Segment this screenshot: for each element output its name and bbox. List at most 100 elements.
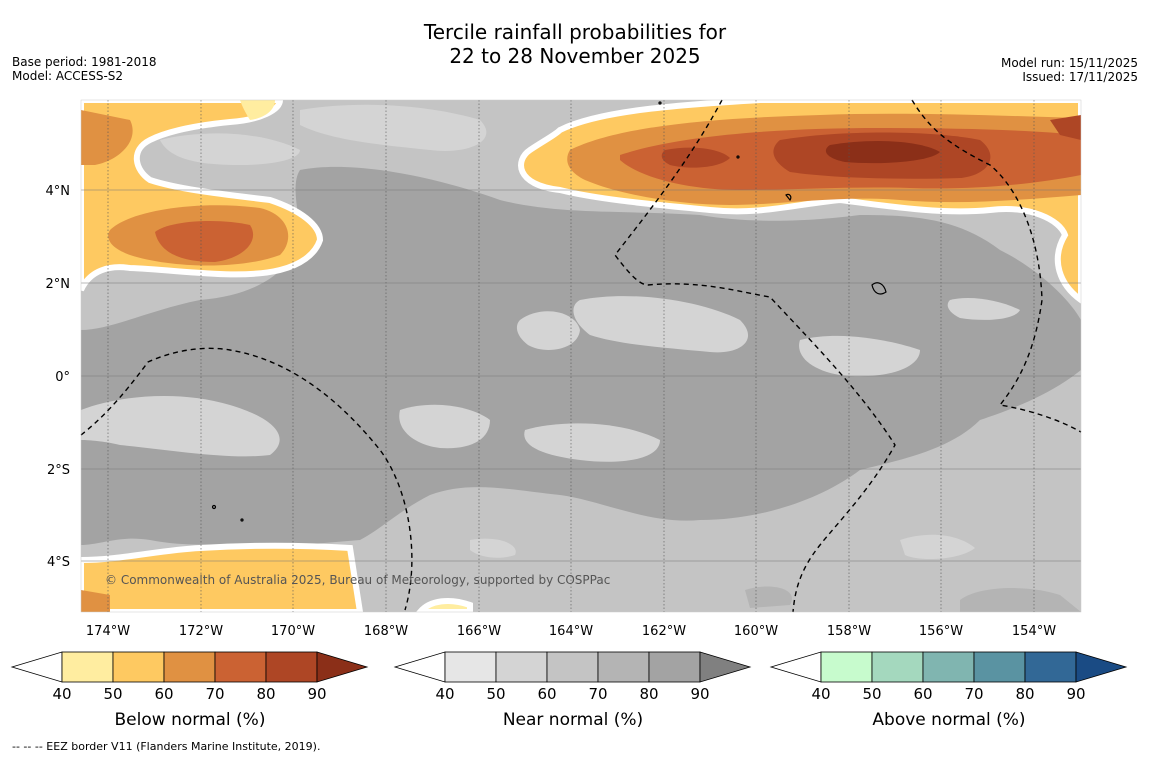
colorbar-segment bbox=[1024, 651, 1077, 683]
lon-label: 168°W bbox=[364, 624, 408, 639]
base-period: Base period: 1981-2018 bbox=[12, 55, 157, 69]
colorbar-segment bbox=[265, 651, 318, 683]
near-normal-50-60-patch-c bbox=[399, 404, 490, 449]
near-normal-50-60-patch-g bbox=[900, 534, 975, 560]
near-normal-50-60-patch-h bbox=[81, 395, 280, 457]
colorbar-tick-label: 40 bbox=[435, 685, 454, 703]
title-line-2: 22 to 28 November 2025 bbox=[449, 44, 701, 68]
colorbar-segment bbox=[546, 651, 599, 683]
longitude-gridlines bbox=[107, 100, 1035, 612]
colorbar-title-near: Near normal (%) bbox=[502, 710, 644, 730]
colorbar-tick-label: 40 bbox=[811, 685, 830, 703]
colorbar-segment bbox=[495, 651, 548, 683]
colorbar-tick-label: 80 bbox=[1015, 685, 1034, 703]
near-normal-bottom-right bbox=[960, 588, 1081, 612]
colorbar-tick-label: 70 bbox=[588, 685, 607, 703]
colorbar-segment bbox=[61, 651, 114, 683]
colorbar-min-triangle bbox=[769, 651, 822, 683]
near-normal-50-60-patch-f bbox=[947, 298, 1020, 320]
colorbar-segment bbox=[214, 651, 267, 683]
colorbar-tick-label: 50 bbox=[486, 685, 505, 703]
eez-footnote: -- -- -- EEZ border V11 (Flanders Marine… bbox=[12, 740, 321, 753]
colorbar-max-triangle bbox=[699, 651, 752, 683]
near-normal-50-60-patch-a bbox=[573, 296, 749, 353]
colorbar-tick-label: 80 bbox=[639, 685, 658, 703]
map-title: Tercile rainfall probabilities for 22 to… bbox=[0, 20, 1150, 68]
lat-label: 2°S bbox=[47, 463, 70, 478]
below-normal-top-left-50 bbox=[240, 100, 275, 120]
lon-label: 158°W bbox=[827, 624, 871, 639]
lon-label: 156°W bbox=[919, 624, 963, 639]
colorbar-tick-label: 90 bbox=[307, 685, 326, 703]
colorbar-min-triangle bbox=[10, 651, 63, 683]
colorbar-min-triangle bbox=[393, 651, 446, 683]
lat-label: 4°S bbox=[47, 555, 70, 570]
below-normal-top-left-80 bbox=[155, 220, 254, 262]
near-normal-50-60-patch-j bbox=[300, 104, 487, 151]
latitude-gridlines bbox=[81, 189, 1081, 562]
colorbar-tick-label: 40 bbox=[52, 685, 71, 703]
model-run: Model run: 15/11/2025 bbox=[1000, 56, 1138, 70]
lon-label: 172°W bbox=[179, 624, 223, 639]
colorbar-tick-label: 60 bbox=[537, 685, 556, 703]
lon-label: 154°W bbox=[1012, 624, 1056, 639]
colorbar-tick-label: 60 bbox=[913, 685, 932, 703]
near-normal-50-60-patch-i bbox=[160, 133, 300, 165]
below-normal-bottom-left-60 bbox=[81, 542, 364, 612]
colorbar-tick-label: 50 bbox=[103, 685, 122, 703]
title-line-1: Tercile rainfall probabilities for bbox=[423, 20, 727, 44]
colorbar-tick-label: 70 bbox=[205, 685, 224, 703]
latitude-labels: 4°N 2°N 0° 2°S 4°S bbox=[46, 184, 71, 570]
islands bbox=[211, 101, 887, 522]
colorbar-segment bbox=[648, 651, 701, 683]
lon-label: 164°W bbox=[549, 624, 593, 639]
below-normal-top-right-edge bbox=[1050, 115, 1081, 140]
below-normal-top-right-90c bbox=[825, 140, 940, 164]
model-name: Model: ACCESS-S2 bbox=[12, 69, 124, 83]
near-normal-70-80-band bbox=[81, 166, 1081, 546]
lon-label: 160°W bbox=[734, 624, 778, 639]
colorbar-segment bbox=[597, 651, 650, 683]
lon-label: 174°W bbox=[86, 624, 130, 639]
colorbar-title-above: Above normal (%) bbox=[872, 710, 1026, 730]
colorbar-segment bbox=[820, 651, 873, 683]
map-border bbox=[80, 99, 1082, 613]
near-normal-50-60-patch-k bbox=[470, 538, 516, 558]
colorbar-tick-label: 60 bbox=[154, 685, 173, 703]
near-normal-50-60-patch-b bbox=[516, 311, 580, 350]
colorbar-segment bbox=[444, 651, 497, 683]
below-normal-bottom-mid-50 bbox=[416, 597, 473, 612]
lon-label: 170°W bbox=[271, 624, 315, 639]
lat-label: 0° bbox=[55, 370, 70, 385]
colorbar-segment bbox=[922, 651, 975, 683]
meta-right: Model run: 15/11/2025 Issued: 17/11/2025 bbox=[1001, 56, 1138, 84]
issued-date: Issued: 17/11/2025 bbox=[1022, 70, 1138, 84]
lat-label: 4°N bbox=[46, 184, 71, 199]
meta-left: Base period: 1981-2018 Model: ACCESS-S2 bbox=[12, 55, 157, 83]
colorbar-max-triangle bbox=[1075, 651, 1128, 683]
colorbar-segment bbox=[112, 651, 165, 683]
colorbar-tick-label: 90 bbox=[1066, 685, 1085, 703]
colorbar-segment bbox=[973, 651, 1026, 683]
colorbar-tick-label: 50 bbox=[862, 685, 881, 703]
below-normal-top-right-90b bbox=[661, 147, 730, 168]
below-normal-bottom-left-70 bbox=[81, 590, 110, 612]
below-normal-top-left-70 bbox=[81, 110, 133, 165]
colorbar-title-below: Below normal (%) bbox=[114, 710, 266, 730]
colorbar-near-normal: 40 50 60 70 80 90 bbox=[393, 651, 752, 703]
near-normal-50-60-patch-e bbox=[799, 335, 920, 377]
lon-label: 166°W bbox=[457, 624, 501, 639]
colorbar-tick-label: 80 bbox=[256, 685, 275, 703]
colorbar-tick-label: 70 bbox=[964, 685, 983, 703]
colorbar-max-triangle bbox=[316, 651, 369, 683]
near-normal-bottom-mid bbox=[745, 586, 792, 608]
eez-borders bbox=[80, 99, 1082, 613]
near-normal-50-60-patch-d bbox=[524, 423, 660, 462]
colorbar-above-normal: 40 50 60 70 80 90 bbox=[769, 651, 1128, 703]
lat-label: 2°N bbox=[46, 277, 71, 292]
colorbar-segment bbox=[163, 651, 216, 683]
colorbar-tick-label: 90 bbox=[690, 685, 709, 703]
longitude-labels: 174°W 172°W 170°W 168°W 166°W 164°W 162°… bbox=[86, 624, 1056, 639]
copyright-notice: © Commonwealth of Australia 2025, Bureau… bbox=[105, 573, 610, 587]
